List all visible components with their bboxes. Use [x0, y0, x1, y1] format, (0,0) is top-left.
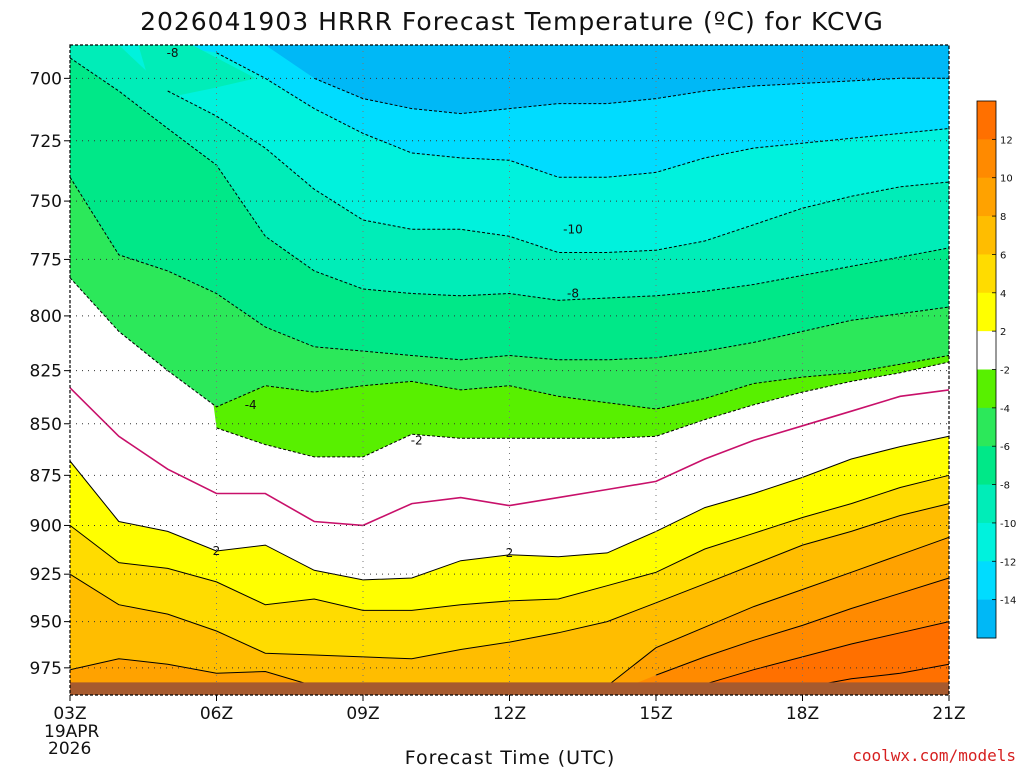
- isotherm-label-2: 2: [506, 546, 514, 560]
- y-tick-700: 700: [30, 69, 62, 89]
- temperature-colorbar: 12 10 8 6 4 2 -2 -4 -6 -8 -10 -12 -14: [976, 100, 1016, 639]
- colorbar-band--14-to--12: [977, 561, 996, 601]
- x-tick-09Z: 09Z: [346, 704, 379, 724]
- y-tick-875: 875: [30, 466, 62, 486]
- colorbar-band-4-to-6: [977, 254, 996, 294]
- time-axis: 03Z 06Z 09Z 12Z 15Z 18Z 21Z: [53, 695, 966, 724]
- colorbar-tick-8: 8: [1000, 212, 1006, 223]
- colorbar-band--16-to--14: [977, 599, 996, 639]
- isotherm-label-2: 2: [213, 544, 221, 558]
- fill-cold-pocket-left: [138, 45, 256, 99]
- isotherm-label--10: -10: [563, 222, 583, 236]
- pressure-axis: 700 725 750 775 800 825 850 875 900 925 950 975: [30, 69, 70, 679]
- isotherm-labels: -8 -10 -8 -4 -2 2 2: [167, 46, 583, 560]
- isotherm-label--2: -2: [411, 433, 423, 447]
- colorbar-band-6-to-8: [977, 216, 996, 255]
- isotherm-6: [69, 503, 950, 660]
- colorbar-tick--6: -6: [1000, 442, 1010, 453]
- isotherm-4: [69, 474, 950, 611]
- isotherm-0: [69, 387, 950, 527]
- chart-title: 2026041903 HRRR Forecast Temperature (ºC…: [140, 7, 884, 36]
- x-tick-21Z: 21Z: [932, 704, 965, 724]
- isotherm--6: [69, 176, 950, 361]
- pressure-time-grid: [69, 45, 950, 695]
- colorbar-tick-6: 6: [1000, 250, 1006, 261]
- date-label-year: 2026: [48, 739, 91, 759]
- colorbar-band--12-to--10: [977, 522, 996, 562]
- x-axis-label: Forecast Time (UTC): [405, 747, 615, 768]
- y-tick-850: 850: [30, 415, 62, 435]
- x-tick-12Z: 12Z: [493, 704, 526, 724]
- colorbar-band-10-to-12: [977, 139, 996, 179]
- fill-coldest-pocket: [343, 45, 627, 99]
- colorbar-band--2-to-2: [977, 331, 996, 370]
- colorbar-tick--10: -10: [1000, 519, 1016, 530]
- colorbar-tick--12: -12: [1000, 557, 1016, 568]
- x-tick-15Z: 15Z: [639, 704, 672, 724]
- y-tick-825: 825: [30, 362, 62, 382]
- isotherm--14: [314, 77, 949, 115]
- colorbar-band--6-to--4: [977, 407, 996, 447]
- isotherm--10: [167, 90, 950, 253]
- isotherm-label--8: -8: [567, 287, 579, 301]
- y-tick-900: 900: [30, 516, 62, 536]
- colorbar-tick-2: 2: [1000, 327, 1006, 338]
- colorbar-band-12-to-14: [977, 101, 996, 140]
- isotherm-12: [704, 621, 950, 685]
- isotherm-8: [606, 536, 950, 687]
- colorbar-band--10-to--8: [977, 484, 996, 524]
- colorbar-tick--14: -14: [1000, 596, 1016, 607]
- y-tick-925: 925: [30, 565, 62, 585]
- plot-area: -8 -10 -8 -4 -2 2 2: [69, 44, 950, 696]
- y-tick-975: 975: [30, 659, 62, 679]
- colorbar-band-2-to-4: [977, 292, 996, 332]
- isotherm-label--4: -4: [245, 398, 257, 412]
- y-tick-950: 950: [30, 613, 62, 633]
- x-tick-06Z: 06Z: [200, 704, 233, 724]
- x-tick-18Z: 18Z: [786, 704, 819, 724]
- isotherm-8: [69, 658, 315, 687]
- colorbar-band-8-to-10: [977, 177, 996, 217]
- y-tick-775: 775: [30, 250, 62, 270]
- colorbar-tick--8: -8: [1000, 481, 1010, 492]
- plot-frame: [69, 44, 950, 696]
- colorbar-tick-4: 4: [1000, 289, 1006, 300]
- isotherm-label--8: -8: [167, 46, 179, 60]
- colorbar-tick--4: -4: [1000, 404, 1010, 415]
- isotherm-10: [655, 577, 950, 676]
- colorbar-tick-12: 12: [1000, 135, 1013, 146]
- colorbar-band--8-to--6: [977, 446, 996, 486]
- isotherm--4: [69, 277, 950, 410]
- y-tick-750: 750: [30, 192, 62, 212]
- colorbar-tick-10: 10: [1000, 174, 1013, 185]
- x-tick-03Z: 03Z: [53, 704, 86, 724]
- y-tick-800: 800: [30, 307, 62, 327]
- ground-surface-band: [70, 682, 949, 695]
- colorbar-tick--2: -2: [1000, 366, 1010, 377]
- colorbar-band--4-to--2: [977, 369, 996, 409]
- temperature-color-fills: [70, 45, 949, 695]
- isotherm--2: [216, 361, 950, 458]
- date-label-day: 19APR: [44, 722, 100, 742]
- y-tick-725: 725: [30, 132, 62, 152]
- source-credit: coolwx.com/models: [852, 746, 1016, 765]
